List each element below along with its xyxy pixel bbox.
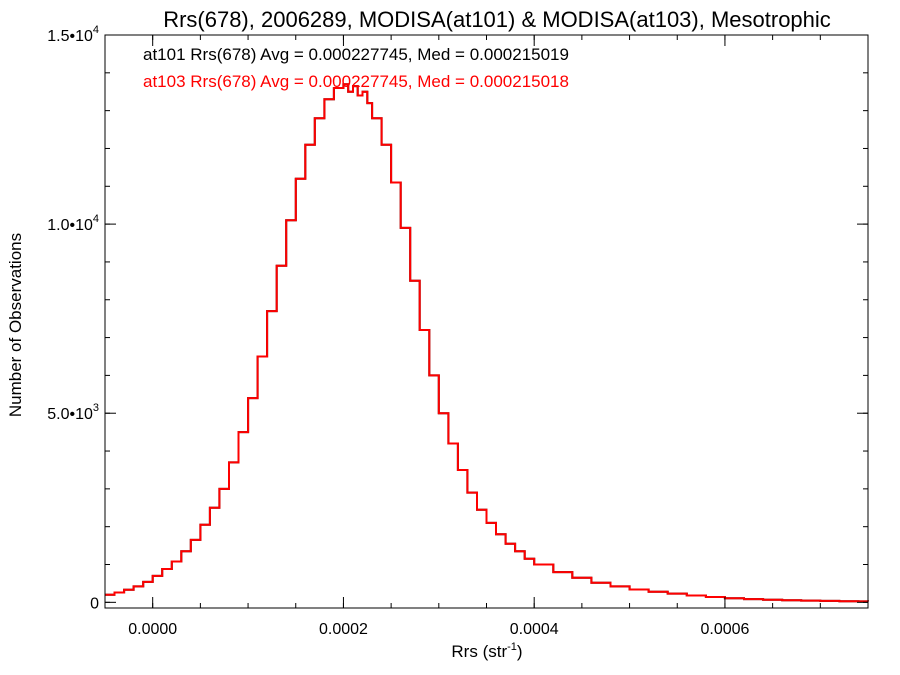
x-axis-label-base: Rrs (str <box>451 642 507 661</box>
x-tick-label-1: 0.0002 <box>319 621 368 638</box>
chart-title: Rrs(678), 2006289, MODISA(at101) & MODIS… <box>163 7 831 32</box>
x-axis-label-close: ) <box>517 642 523 661</box>
y-tick-label-mantissa: 0 <box>90 595 99 612</box>
x-axis-label: Rrs (str-1) <box>451 641 522 661</box>
y-tick-label-exponent: 3 <box>93 402 99 414</box>
y-tick-label-exponent: 4 <box>93 213 99 225</box>
x-tick-label-0: 0.0000 <box>128 621 177 638</box>
x-tick-label-2: 0.0004 <box>510 621 559 638</box>
series-line-1 <box>105 83 869 603</box>
y-tick-label-mantissa: 1.5•10 <box>47 28 93 45</box>
axes-layer: 0.0000 0.0002 0.0004 0.000605.0•1031.0•1041… <box>47 24 869 638</box>
y-tick-label-0: 0 <box>90 595 99 612</box>
y-tick-label-2: 1.0•104 <box>47 213 99 234</box>
legend-entry-1: at103 Rrs(678) Avg = 0.000227745, Med = … <box>143 72 569 91</box>
y-tick-label-1: 5.0•103 <box>47 402 99 423</box>
legend-entry-0: at101 Rrs(678) Avg = 0.000227745, Med = … <box>143 45 569 64</box>
series-layer <box>105 83 869 603</box>
legend: at101 Rrs(678) Avg = 0.000227745, Med = … <box>143 45 569 91</box>
x-tick-label-3: 0.0006 <box>700 621 749 638</box>
y-tick-label-3: 1.5•104 <box>47 24 99 45</box>
y-tick-label-exponent: 4 <box>93 24 99 36</box>
y-tick-label-mantissa: 1.0•10 <box>47 217 93 234</box>
x-axis-label-superscript: -1 <box>507 641 517 653</box>
y-axis-label: Number of Observations <box>6 233 25 417</box>
y-tick-label-mantissa: 5.0•10 <box>47 406 93 423</box>
